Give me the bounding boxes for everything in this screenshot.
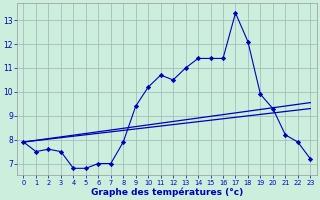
X-axis label: Graphe des températures (°c): Graphe des températures (°c) [91, 187, 243, 197]
